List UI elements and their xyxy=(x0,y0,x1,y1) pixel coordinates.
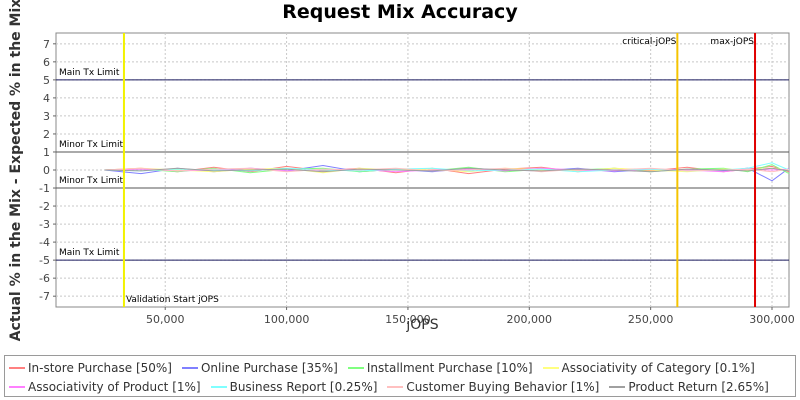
legend-swatch xyxy=(210,385,227,388)
legend-item: Online Purchase [35%] xyxy=(181,360,338,375)
y-tick-label: 6 xyxy=(43,56,50,69)
chart-legend: In-store Purchase [50%] Online Purchase [… xyxy=(4,355,796,397)
series-line xyxy=(104,167,790,173)
marker-line-label: max-jOPS xyxy=(710,37,754,47)
legend-label: Business Report [0.25%] xyxy=(229,379,378,394)
legend-item: In-store Purchase [50%] xyxy=(9,361,172,375)
x-tick-label: 150,000 xyxy=(385,313,431,326)
y-tick-label: -3 xyxy=(39,218,50,231)
legend-label: Customer Buying Behavior [1%] xyxy=(406,379,600,394)
legend-label: Product Return [2.65%] xyxy=(628,379,769,394)
y-tick-label: -2 xyxy=(39,200,50,213)
chart-title: Request Mix Accuracy xyxy=(282,1,518,23)
legend-swatch xyxy=(9,385,25,388)
limit-line-label: Main Tx Limit xyxy=(59,68,120,78)
x-tick-label: 250,000 xyxy=(628,313,674,326)
y-tick-label: -6 xyxy=(39,272,50,285)
y-tick-label: 3 xyxy=(43,110,50,123)
legend-swatch xyxy=(609,385,626,388)
legend-item: Installment Purchase [10%] xyxy=(347,360,533,375)
y-tick-label: -1 xyxy=(39,182,50,195)
x-axis-label: jOPS xyxy=(405,317,438,333)
legend-swatch xyxy=(387,385,404,388)
legend-swatch xyxy=(181,366,198,369)
marker-line-label: critical-jOPS xyxy=(622,37,676,47)
limit-line-label: Main Tx Limit xyxy=(59,248,120,258)
y-tick-label: 4 xyxy=(43,92,50,105)
legend-label: Online Purchase [35%] xyxy=(200,360,338,375)
legend-item: Customer Buying Behavior [1%] xyxy=(387,380,599,394)
limit-line-label: Minor Tx Limit xyxy=(59,176,124,186)
legend-swatch xyxy=(9,366,25,369)
marker-line-label: Validation Start jOPS xyxy=(126,295,219,305)
series-line xyxy=(104,167,790,173)
legend-item: Associativity of Category [0.1%] xyxy=(542,360,755,375)
y-tick-label: -5 xyxy=(39,254,50,267)
legend-item: Associativity of Product [1%] xyxy=(9,380,201,394)
legend-swatch xyxy=(542,366,559,369)
legend-label: In-store Purchase [50%] xyxy=(28,360,172,375)
y-tick-label: 0 xyxy=(43,164,50,177)
legend-item: Product Return [2.65%] xyxy=(609,380,769,394)
legend-label: Associativity of Category [0.1%] xyxy=(561,360,755,375)
y-tick-label: -4 xyxy=(39,236,50,249)
legend-label: Installment Purchase [10%] xyxy=(366,360,533,375)
y-tick-label: 7 xyxy=(43,38,50,51)
y-tick-label: -7 xyxy=(39,290,50,303)
legend-row: In-store Purchase [50%] Online Purchase [… xyxy=(9,358,793,377)
x-tick-label: 100,000 xyxy=(264,313,310,326)
x-tick-label: 300,000 xyxy=(749,313,795,326)
chart-plot: Main Tx Limit Minor Tx Limit Minor Tx Limi… xyxy=(8,0,795,341)
legend-item: Business Report [0.25%] xyxy=(210,379,378,394)
y-tick-label: 2 xyxy=(43,128,50,141)
legend-swatch xyxy=(347,366,364,369)
y-tick-label: 5 xyxy=(43,74,50,87)
limit-line-label: Minor Tx Limit xyxy=(59,140,124,150)
x-tick-label: 200,000 xyxy=(507,313,553,326)
y-tick-label: 1 xyxy=(43,146,50,159)
legend-label: Associativity of Product [1%] xyxy=(28,379,201,394)
series-line xyxy=(104,167,790,173)
y-axis-label: Actual % in the Mix - Expected % in the … xyxy=(8,0,24,341)
x-tick-label: 50,000 xyxy=(146,313,185,326)
legend-row: Associativity of Product [1%] Business Re… xyxy=(9,377,793,396)
